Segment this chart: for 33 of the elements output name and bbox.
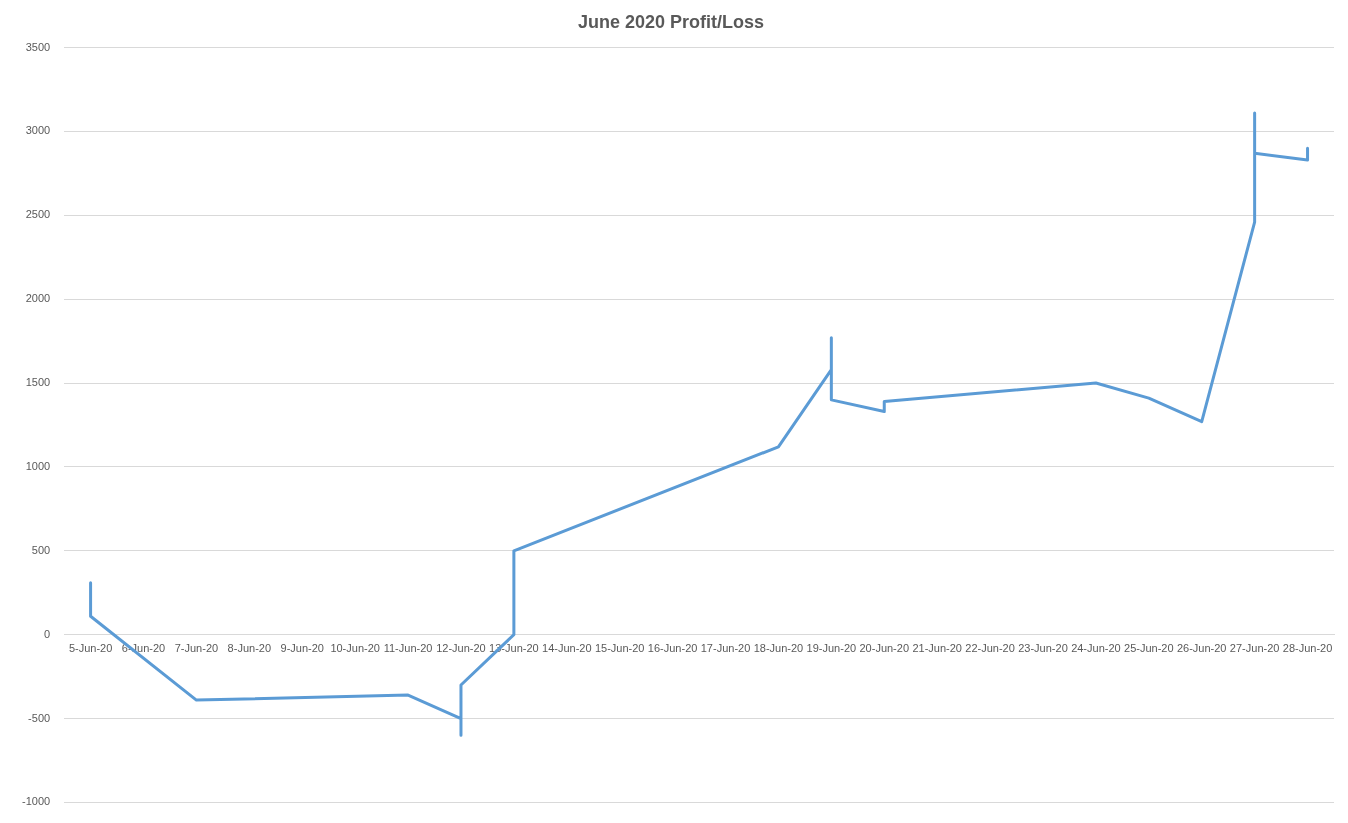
y-tick-label: 2000: [25, 292, 51, 305]
x-tick-label: 15-Jun-20: [594, 642, 645, 655]
y-tick-label: -1000: [21, 795, 51, 808]
x-tick-label: 16-Jun-20: [647, 642, 698, 655]
x-tick-label: 26-Jun-20: [1176, 642, 1227, 655]
x-tick-label: 10-Jun-20: [330, 642, 380, 655]
x-tick-label: 12-Jun-20: [436, 642, 486, 655]
x-tick-label: 11-Jun-20: [383, 642, 433, 655]
x-tick-label: 25-Jun-20: [1124, 642, 1174, 655]
y-tick-label: 3500: [25, 40, 51, 53]
x-tick-label: 5-Jun-20: [68, 642, 113, 655]
x-tick-label: 14-Jun-20: [542, 642, 592, 655]
x-tick-label: 7-Jun-20: [174, 642, 219, 655]
y-tick-label: 2500: [25, 208, 51, 221]
y-tick-label: 1500: [25, 376, 51, 389]
x-tick-label: 21-Jun-20: [912, 642, 962, 655]
y-tick-label: -500: [28, 711, 51, 724]
x-tick-label: 23-Jun-20: [1018, 642, 1068, 655]
x-tick-label: 27-Jun-20: [1229, 642, 1280, 655]
x-tick-label: 28-Jun-20: [1282, 642, 1333, 655]
x-tick-label: 19-Jun-20: [806, 642, 857, 655]
x-tick-label: 8-Jun-20: [227, 642, 272, 655]
chart-title: June 2020 Profit/Loss: [577, 11, 765, 32]
x-tick-label: 22-Jun-20: [965, 642, 1015, 655]
y-tick-label: 1000: [25, 459, 51, 472]
x-tick-label: 17-Jun-20: [700, 642, 751, 655]
y-tick-label: 500: [31, 543, 51, 556]
y-tick-label: 0: [44, 627, 51, 640]
x-tick-label: 9-Jun-20: [280, 642, 324, 655]
x-tick-label: 20-Jun-20: [859, 642, 910, 655]
y-tick-label: 3000: [25, 124, 51, 137]
x-tick-label: 24-Jun-20: [1071, 642, 1121, 655]
x-tick-label: 18-Jun-20: [753, 642, 804, 655]
